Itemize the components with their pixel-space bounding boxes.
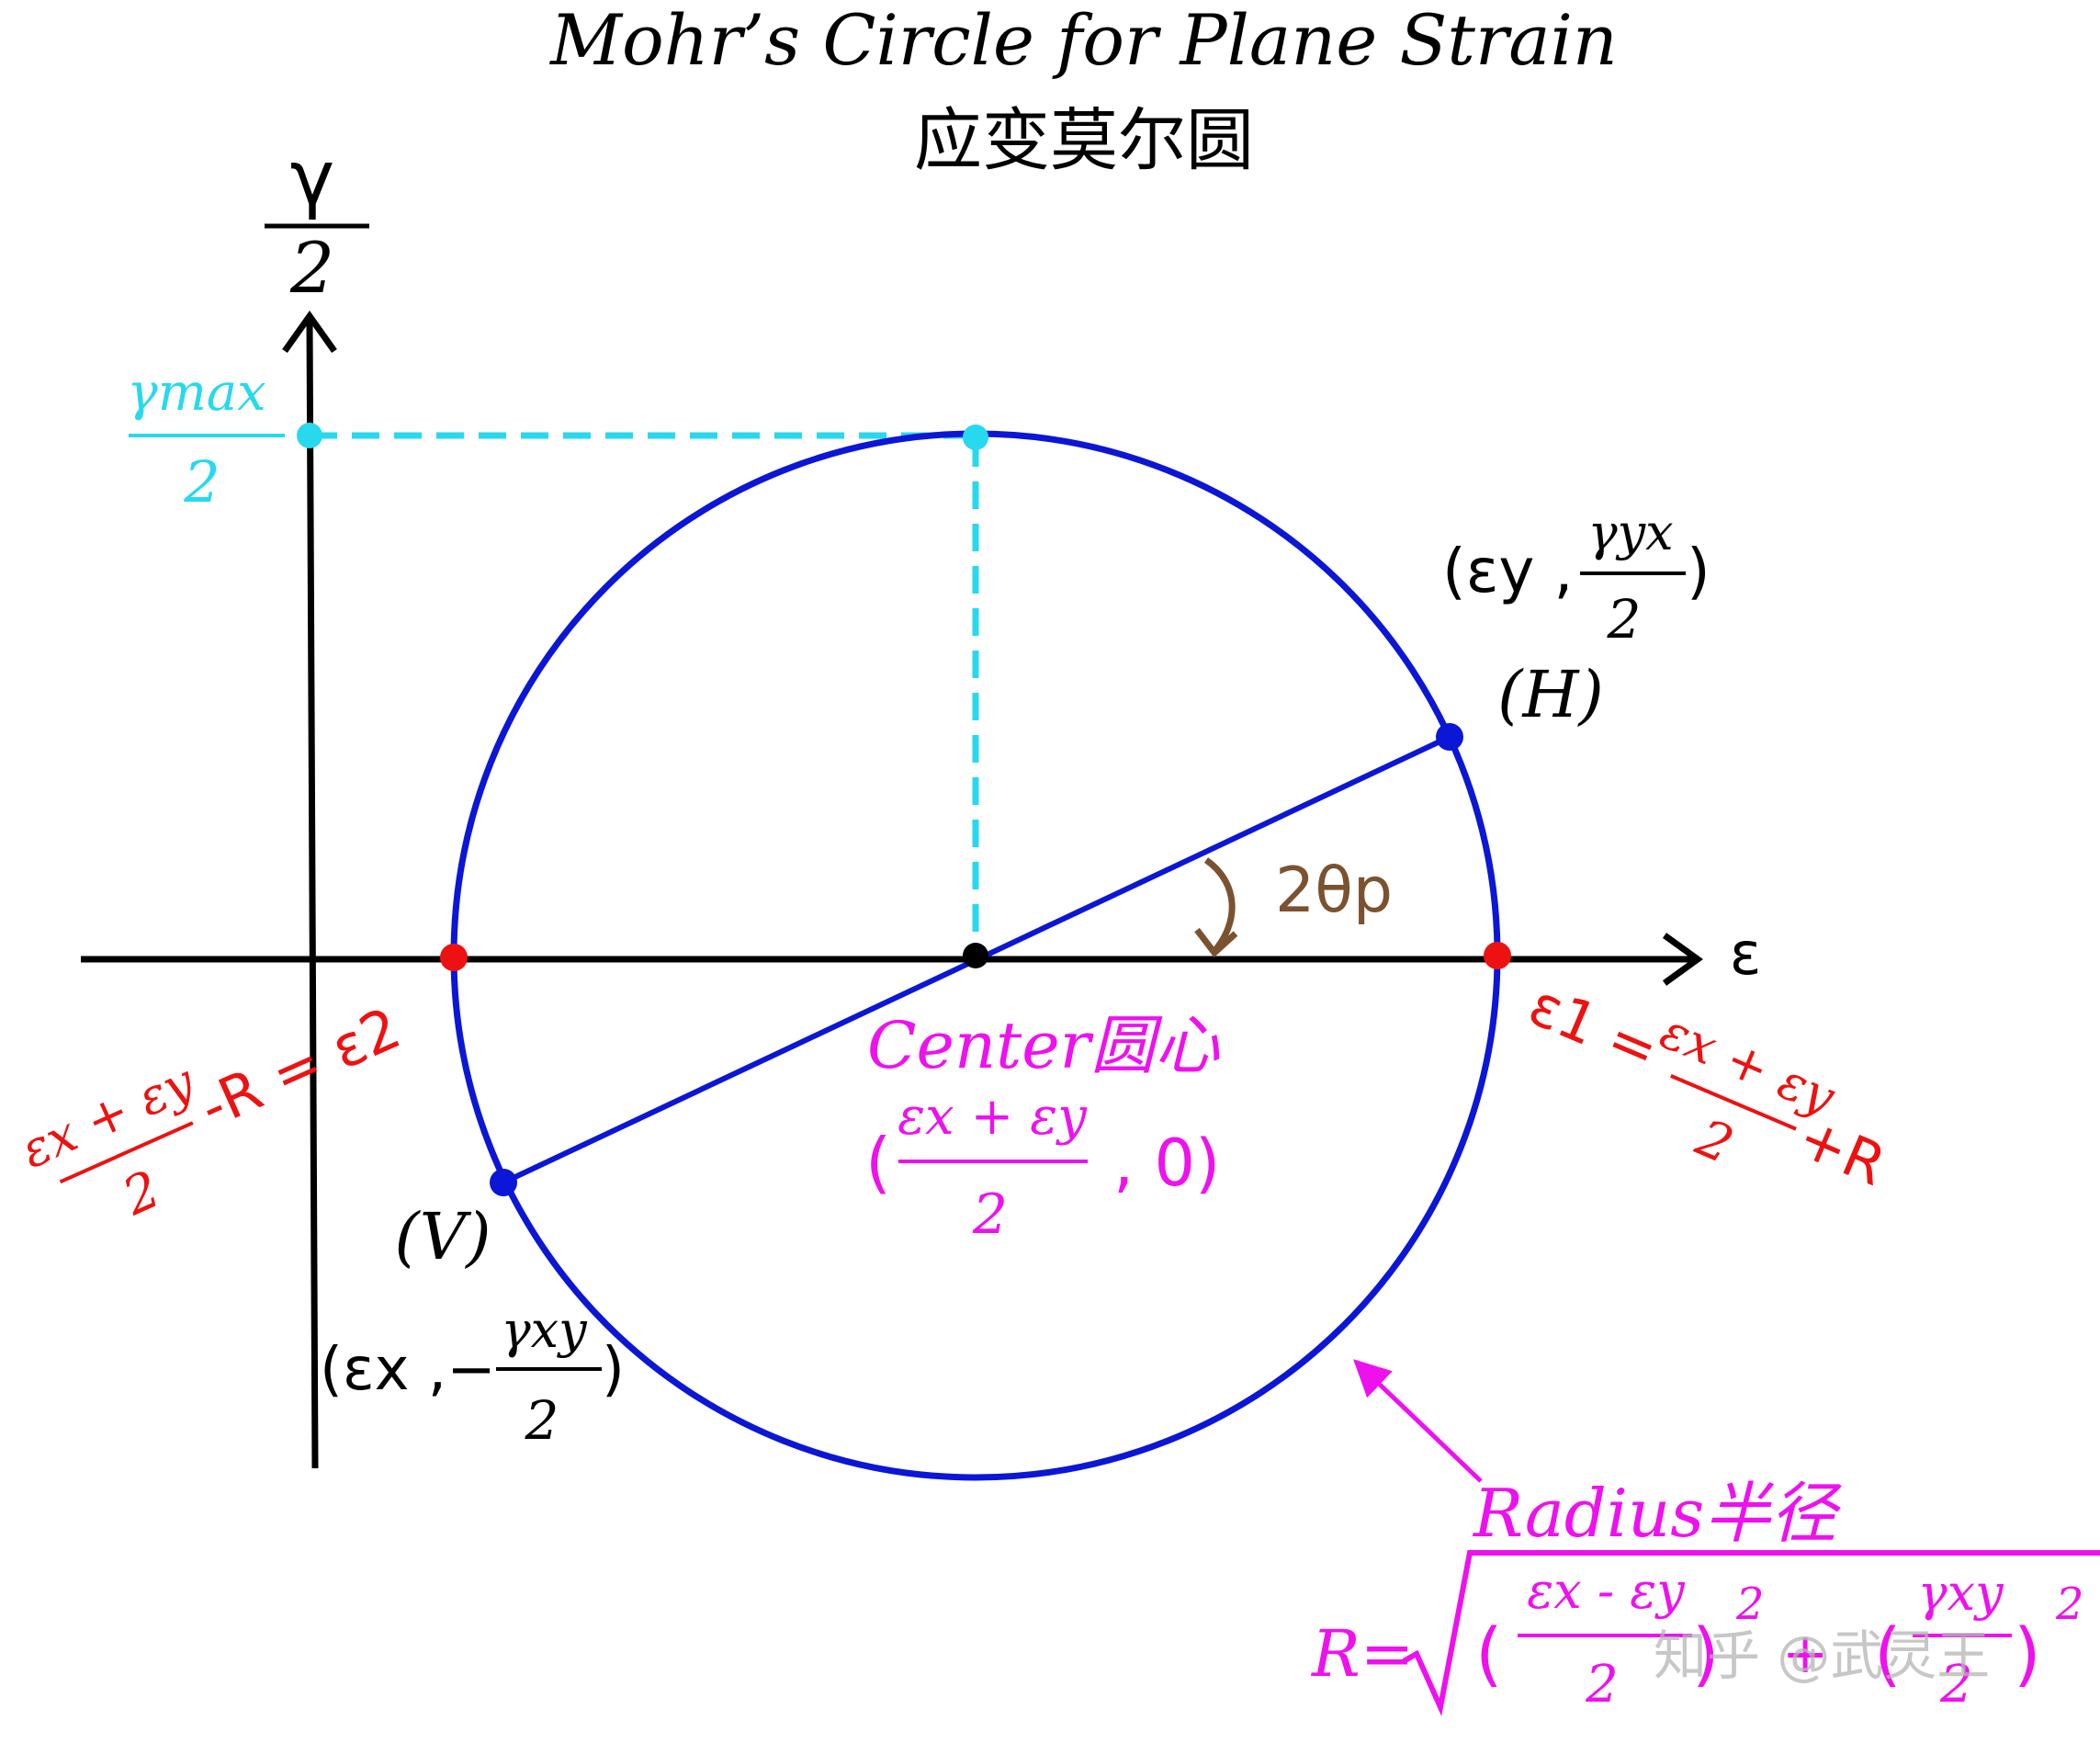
point-H-frac-num: γyx — [1587, 504, 1673, 561]
watermark: 知乎 @武灵王 — [1654, 1624, 1990, 1687]
radius-term1-close: ) — [1692, 1613, 1720, 1694]
center-label: Center圆心 — [867, 1008, 1220, 1083]
eps2-annotation: εx + εy 2 -R = ε2 — [12, 994, 411, 1228]
eps1-annotation: ε1 = εx + εy 2 +R — [1519, 971, 1895, 1199]
point-center — [963, 943, 988, 968]
angle-arrowhead — [1194, 927, 1238, 958]
point-eps1 — [1484, 942, 1511, 969]
title-en: Mohr’s Circle for Plane Strain — [548, 0, 1618, 81]
angle-label: 2θp — [1275, 855, 1393, 927]
radius-term2-num: γxy — [1917, 1564, 2004, 1622]
x-axis-arrowhead — [1662, 933, 1703, 986]
point-V — [490, 1169, 517, 1196]
point-eps2 — [440, 944, 468, 971]
eps2-frac-bar — [59, 1121, 194, 1184]
y-axis-label-gamma: γ — [290, 135, 335, 222]
title-zh: 应变莫尔圆 — [914, 101, 1254, 180]
radius-pointer — [1353, 1359, 1483, 1483]
point-H-frac-den: 2 — [1607, 588, 1642, 651]
point-V-annotation: (V) (εx ,− γxy 2 ) — [320, 1199, 625, 1452]
point-H-coord-left: (εy , — [1442, 536, 1573, 606]
point-gamma-max-circle — [963, 424, 988, 450]
point-gamma-max-axis — [297, 423, 322, 448]
point-V-coord-right: ) — [602, 1336, 625, 1404]
center-annotation: Center圆心 ( εx + εy 2 , 0) — [865, 1008, 1220, 1247]
point-V-label: (V) — [394, 1199, 491, 1274]
point-H-label: (H) — [1497, 657, 1604, 732]
point-H — [1436, 723, 1463, 751]
radius-term1-num: εx - εy — [1527, 1562, 1686, 1620]
y-axis-label-two: 2 — [289, 227, 334, 309]
radius-formula-prefix: R= — [1310, 1616, 1414, 1692]
radius-term2-exp: 2 — [2055, 1579, 2084, 1630]
radius-formula: R= ( εx - εy 2 ) 2 + ( γxy 2 ) 2 — [1310, 1550, 2100, 1716]
eps1-frac-bar — [1670, 1074, 1797, 1131]
point-V-frac-num: γxy — [501, 1301, 588, 1359]
eps2-label: -R = ε2 — [190, 994, 411, 1141]
x-axis-label: ε — [1730, 921, 1762, 989]
gamma-max-numerator: γmax — [127, 363, 266, 423]
radius-term1-exp: 2 — [1735, 1579, 1765, 1630]
y-axis-arrowhead — [282, 310, 337, 354]
y-axis — [306, 321, 319, 1469]
center-frac-num: εx + εy — [898, 1087, 1088, 1147]
eps2-frac-den: 2 — [114, 1160, 169, 1228]
gamma-max-denominator: 2 — [183, 448, 220, 515]
radius-term2-den: 2 — [1939, 1655, 1973, 1715]
angle-arc-arrow — [1203, 857, 1236, 954]
eps1-frac-den: 2 — [1688, 1107, 1742, 1175]
center-coord-rest: , 0) — [1113, 1126, 1220, 1201]
radius-sqrt-sign — [1402, 1550, 2100, 1716]
point-H-annotation: (εy , γyx 2 ) (H) — [1442, 504, 1710, 732]
radius-term1-open: ( — [1475, 1613, 1503, 1694]
center-coord-open: ( — [865, 1124, 891, 1201]
point-H-coord-right: ) — [1687, 536, 1710, 606]
point-V-frac-den: 2 — [525, 1389, 559, 1452]
radius-term2-open: ( — [1874, 1613, 1902, 1694]
center-frac-den: 2 — [972, 1183, 1008, 1247]
radius-term1-den: 2 — [1585, 1655, 1619, 1715]
radius-plus: + — [1782, 1622, 1828, 1686]
eps1-label: ε1 = — [1519, 971, 1668, 1085]
radius-label: Radius半径 — [1472, 1475, 1842, 1552]
radius-term2-close: ) — [2014, 1613, 2041, 1694]
point-V-coord-left: (εx ,− — [320, 1336, 496, 1404]
